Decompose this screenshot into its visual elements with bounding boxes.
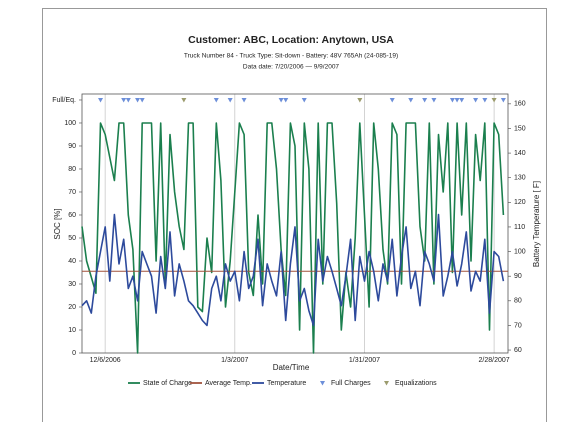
- marker: [389, 97, 395, 103]
- legend-swatch: [320, 381, 325, 386]
- y-tick-label: 80: [68, 166, 76, 173]
- y-tick-label: 0: [72, 350, 76, 357]
- marker: [408, 97, 414, 103]
- y-tick-label: 20: [68, 304, 76, 311]
- y2-tick-label: 100: [514, 248, 526, 255]
- y-tick-label: 70: [68, 189, 76, 196]
- y-axis-title: SOC [%]: [53, 208, 62, 239]
- y2-tick-label: 80: [514, 298, 522, 305]
- marker: [125, 97, 131, 103]
- x-axis-title: Date/Time: [273, 363, 310, 372]
- y2-tick-label: 110: [514, 224, 525, 231]
- y-tick-label: 40: [68, 258, 76, 265]
- marker: [473, 97, 479, 103]
- x-tick-label: 1/3/2007: [221, 357, 248, 364]
- marker: [491, 97, 497, 103]
- y-tick-label: 60: [68, 212, 76, 219]
- y2-tick-label: 90: [514, 273, 522, 280]
- marker: [449, 97, 455, 103]
- marker: [181, 97, 187, 103]
- y-tick-label: 90: [68, 143, 76, 150]
- x-tick-label: 1/31/2007: [349, 357, 380, 364]
- legend-swatch: [384, 381, 389, 386]
- y-tick-label: 50: [68, 235, 76, 242]
- marker: [482, 97, 488, 103]
- chart-title: Customer: ABC, Location: Anytown, USA: [188, 34, 394, 46]
- y-tick-label: 10: [68, 327, 76, 334]
- plot-border: [81, 93, 509, 354]
- y2-tick-label: 140: [514, 150, 526, 157]
- marker: [121, 97, 127, 103]
- legend-label: Average Temp.: [205, 380, 252, 387]
- marker: [139, 97, 145, 103]
- y-tick-label: 100: [64, 120, 76, 127]
- marker: [278, 97, 284, 103]
- y2-axis-title: Battery Temperature [ F]: [532, 181, 541, 267]
- subtitle: Truck Number 84 - Truck Type: Sit-down -…: [184, 53, 398, 60]
- legend-label: Full Charges: [331, 380, 371, 387]
- marker: [135, 97, 141, 103]
- marker: [98, 97, 104, 103]
- y2-tick-label: 150: [514, 125, 526, 132]
- marker: [283, 97, 289, 103]
- y2-tick-label: 60: [514, 347, 522, 354]
- legend-label: State of Charge: [143, 380, 192, 387]
- y2-tick-label: 70: [514, 322, 522, 329]
- y2-tick-label: 120: [514, 199, 526, 206]
- y-tick-label: Full/Eq.: [52, 97, 76, 104]
- marker: [459, 97, 465, 103]
- marker: [454, 97, 460, 103]
- y2-tick-label: 130: [514, 175, 526, 182]
- series-line: [81, 213, 505, 327]
- marker: [357, 97, 363, 103]
- legend-label: Temperature: [267, 380, 306, 387]
- marker: [241, 97, 247, 103]
- subtitle: Data date: 7/20/2006 — 9/9/2007: [243, 64, 340, 71]
- x-tick-label: 2/28/2007: [479, 357, 510, 364]
- marker: [301, 97, 307, 103]
- marker: [213, 97, 219, 103]
- frame: [42, 8, 547, 422]
- marker: [500, 97, 506, 103]
- series-line: [81, 122, 505, 354]
- legend-label: Equalizations: [395, 380, 437, 387]
- marker: [431, 97, 437, 103]
- marker: [227, 97, 233, 103]
- y-tick-label: 30: [68, 281, 76, 288]
- y2-tick-label: 160: [514, 101, 526, 108]
- marker: [422, 97, 428, 103]
- x-tick-label: 12/6/2006: [90, 357, 121, 364]
